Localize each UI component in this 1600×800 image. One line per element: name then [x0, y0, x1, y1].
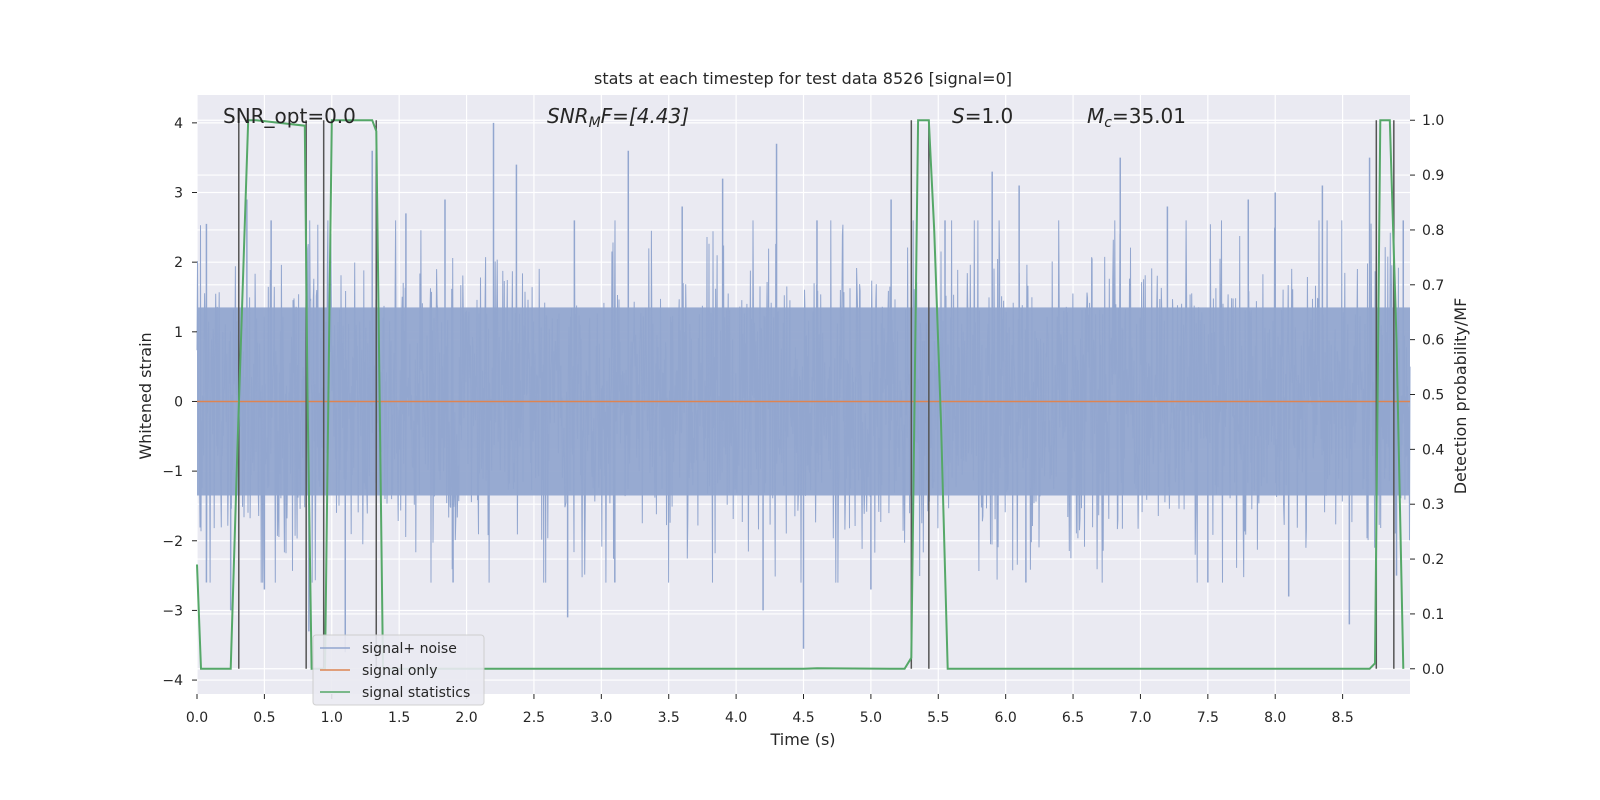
y2-tick-label: 0.4 [1422, 442, 1444, 458]
y-tick-label: −2 [162, 534, 183, 550]
y-axis-ticks: 4 3 2 1 0 −1 −2 −3 −4 [162, 116, 197, 689]
x-axis-ticks: 0.0 0.5 1.0 1.5 2.0 2.5 3.0 3.5 4.0 4.5 5.0 5.5 6.0 6… [186, 694, 1354, 726]
snr-opt-annotation: SNR_opt=0.0 [223, 104, 356, 128]
mc-name: M [1087, 104, 1104, 128]
x-tick-label: 6.5 [1062, 710, 1084, 726]
legend-label-signal-noise: signal+ noise [362, 641, 457, 657]
snr-mf-annotation: SNRMF=[4.43] [547, 104, 689, 131]
chart-title: stats at each timestep for test data 852… [594, 69, 1012, 88]
y2-tick-label: 0.7 [1422, 278, 1444, 294]
y2-tick-label: 0.0 [1422, 662, 1444, 678]
y-tick-label: −3 [162, 603, 183, 619]
x-tick-label: 4.0 [725, 710, 747, 726]
x-tick-label: 2.0 [455, 710, 477, 726]
snr-mf-sub: M [589, 115, 601, 131]
y-tick-label: −1 [162, 464, 183, 480]
y2-tick-label: 1.0 [1422, 113, 1444, 129]
mc-annotation: Mc=35.01 [1087, 104, 1186, 131]
x-tick-label: 5.0 [860, 710, 882, 726]
y2-axis-ticks: 1.0 0.9 0.8 0.7 0.6 0.5 0.4 0.3 0.2 0.1 0.0 [1410, 113, 1444, 678]
y-tick-label: 2 [174, 255, 183, 271]
legend-box [312, 634, 485, 706]
x-tick-label: 5.5 [927, 710, 949, 726]
y-tick-label: −4 [162, 673, 183, 689]
y2-tick-label: 0.2 [1422, 552, 1444, 568]
signal-statistics-series [196, 119, 1405, 670]
snr-mf-name: SNR [547, 104, 589, 128]
x-tick-label: 8.5 [1331, 710, 1353, 726]
mc-rest: =35.01 [1112, 104, 1186, 128]
legend: signal+ noise signal only signal statist… [312, 634, 485, 706]
y-tick-label: 4 [174, 116, 183, 132]
x-tick-label: 1.0 [321, 710, 343, 726]
x-tick-label: 4.5 [792, 710, 814, 726]
s-rest: =1.0 [965, 104, 1014, 128]
snr-mf-rest: F=[4.43] [601, 104, 689, 128]
s-name: S [952, 104, 965, 128]
x-axis-label: Time (s) [769, 730, 835, 749]
y-tick-label: 3 [174, 186, 183, 202]
s-annotation: S=1.0 [952, 104, 1013, 128]
x-tick-label: 2.5 [523, 710, 545, 726]
y2-tick-label: 0.3 [1422, 497, 1444, 513]
x-tick-label: 6.0 [995, 710, 1017, 726]
y2-tick-label: 0.1 [1422, 607, 1444, 623]
y-axis-label: Whitened strain [136, 332, 155, 459]
x-tick-label: 8.0 [1264, 710, 1286, 726]
x-tick-label: 7.5 [1197, 710, 1219, 726]
y2-tick-label: 0.6 [1422, 333, 1444, 349]
y-tick-label: 1 [174, 325, 183, 341]
y2-tick-label: 0.5 [1422, 388, 1444, 404]
x-tick-label: 0.0 [186, 710, 208, 726]
x-tick-label: 3.5 [658, 710, 680, 726]
x-tick-label: 1.5 [388, 710, 410, 726]
y-tick-label: 0 [174, 394, 183, 410]
legend-label-signal-only: signal only [362, 663, 437, 679]
x-tick-label: 0.5 [253, 710, 275, 726]
x-tick-label: 3.0 [590, 710, 612, 726]
legend-label-signal-statistics: signal statistics [362, 685, 470, 701]
mc-sub: c [1104, 115, 1112, 131]
signal-statistics-line [196, 119, 1405, 670]
y2-tick-label: 0.9 [1422, 168, 1444, 184]
x-tick-label: 7.0 [1129, 710, 1151, 726]
y2-tick-label: 0.8 [1422, 223, 1444, 239]
y2-axis-label: Detection probability/MF [1451, 298, 1470, 495]
